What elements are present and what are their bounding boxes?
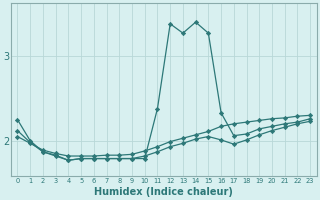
X-axis label: Humidex (Indice chaleur): Humidex (Indice chaleur) <box>94 187 233 197</box>
